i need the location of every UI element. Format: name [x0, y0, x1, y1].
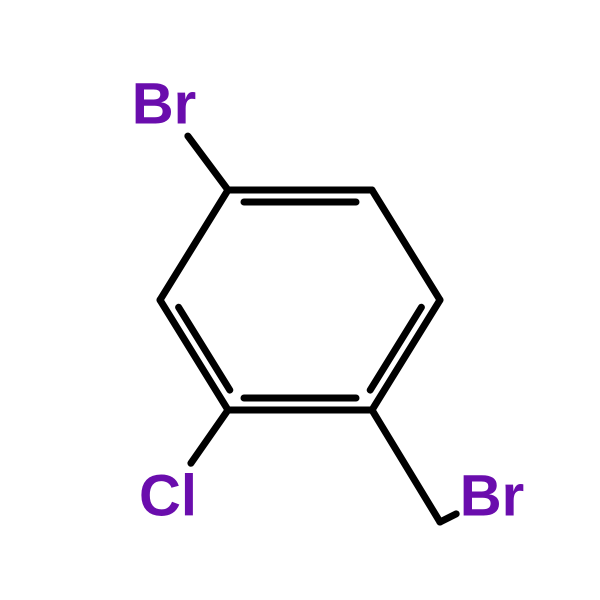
bond: [372, 410, 440, 522]
atom-label-cl: Cl: [139, 464, 197, 529]
bond: [160, 190, 228, 300]
bond: [191, 410, 228, 463]
molecule-diagram: Br Cl Br: [0, 0, 600, 600]
atom-label-br: Br: [132, 72, 196, 137]
bond: [160, 300, 228, 410]
bond: [372, 300, 440, 410]
bond: [188, 136, 228, 190]
bond: [372, 190, 440, 300]
bond: [440, 514, 456, 522]
atom-label-br: Br: [460, 464, 524, 529]
